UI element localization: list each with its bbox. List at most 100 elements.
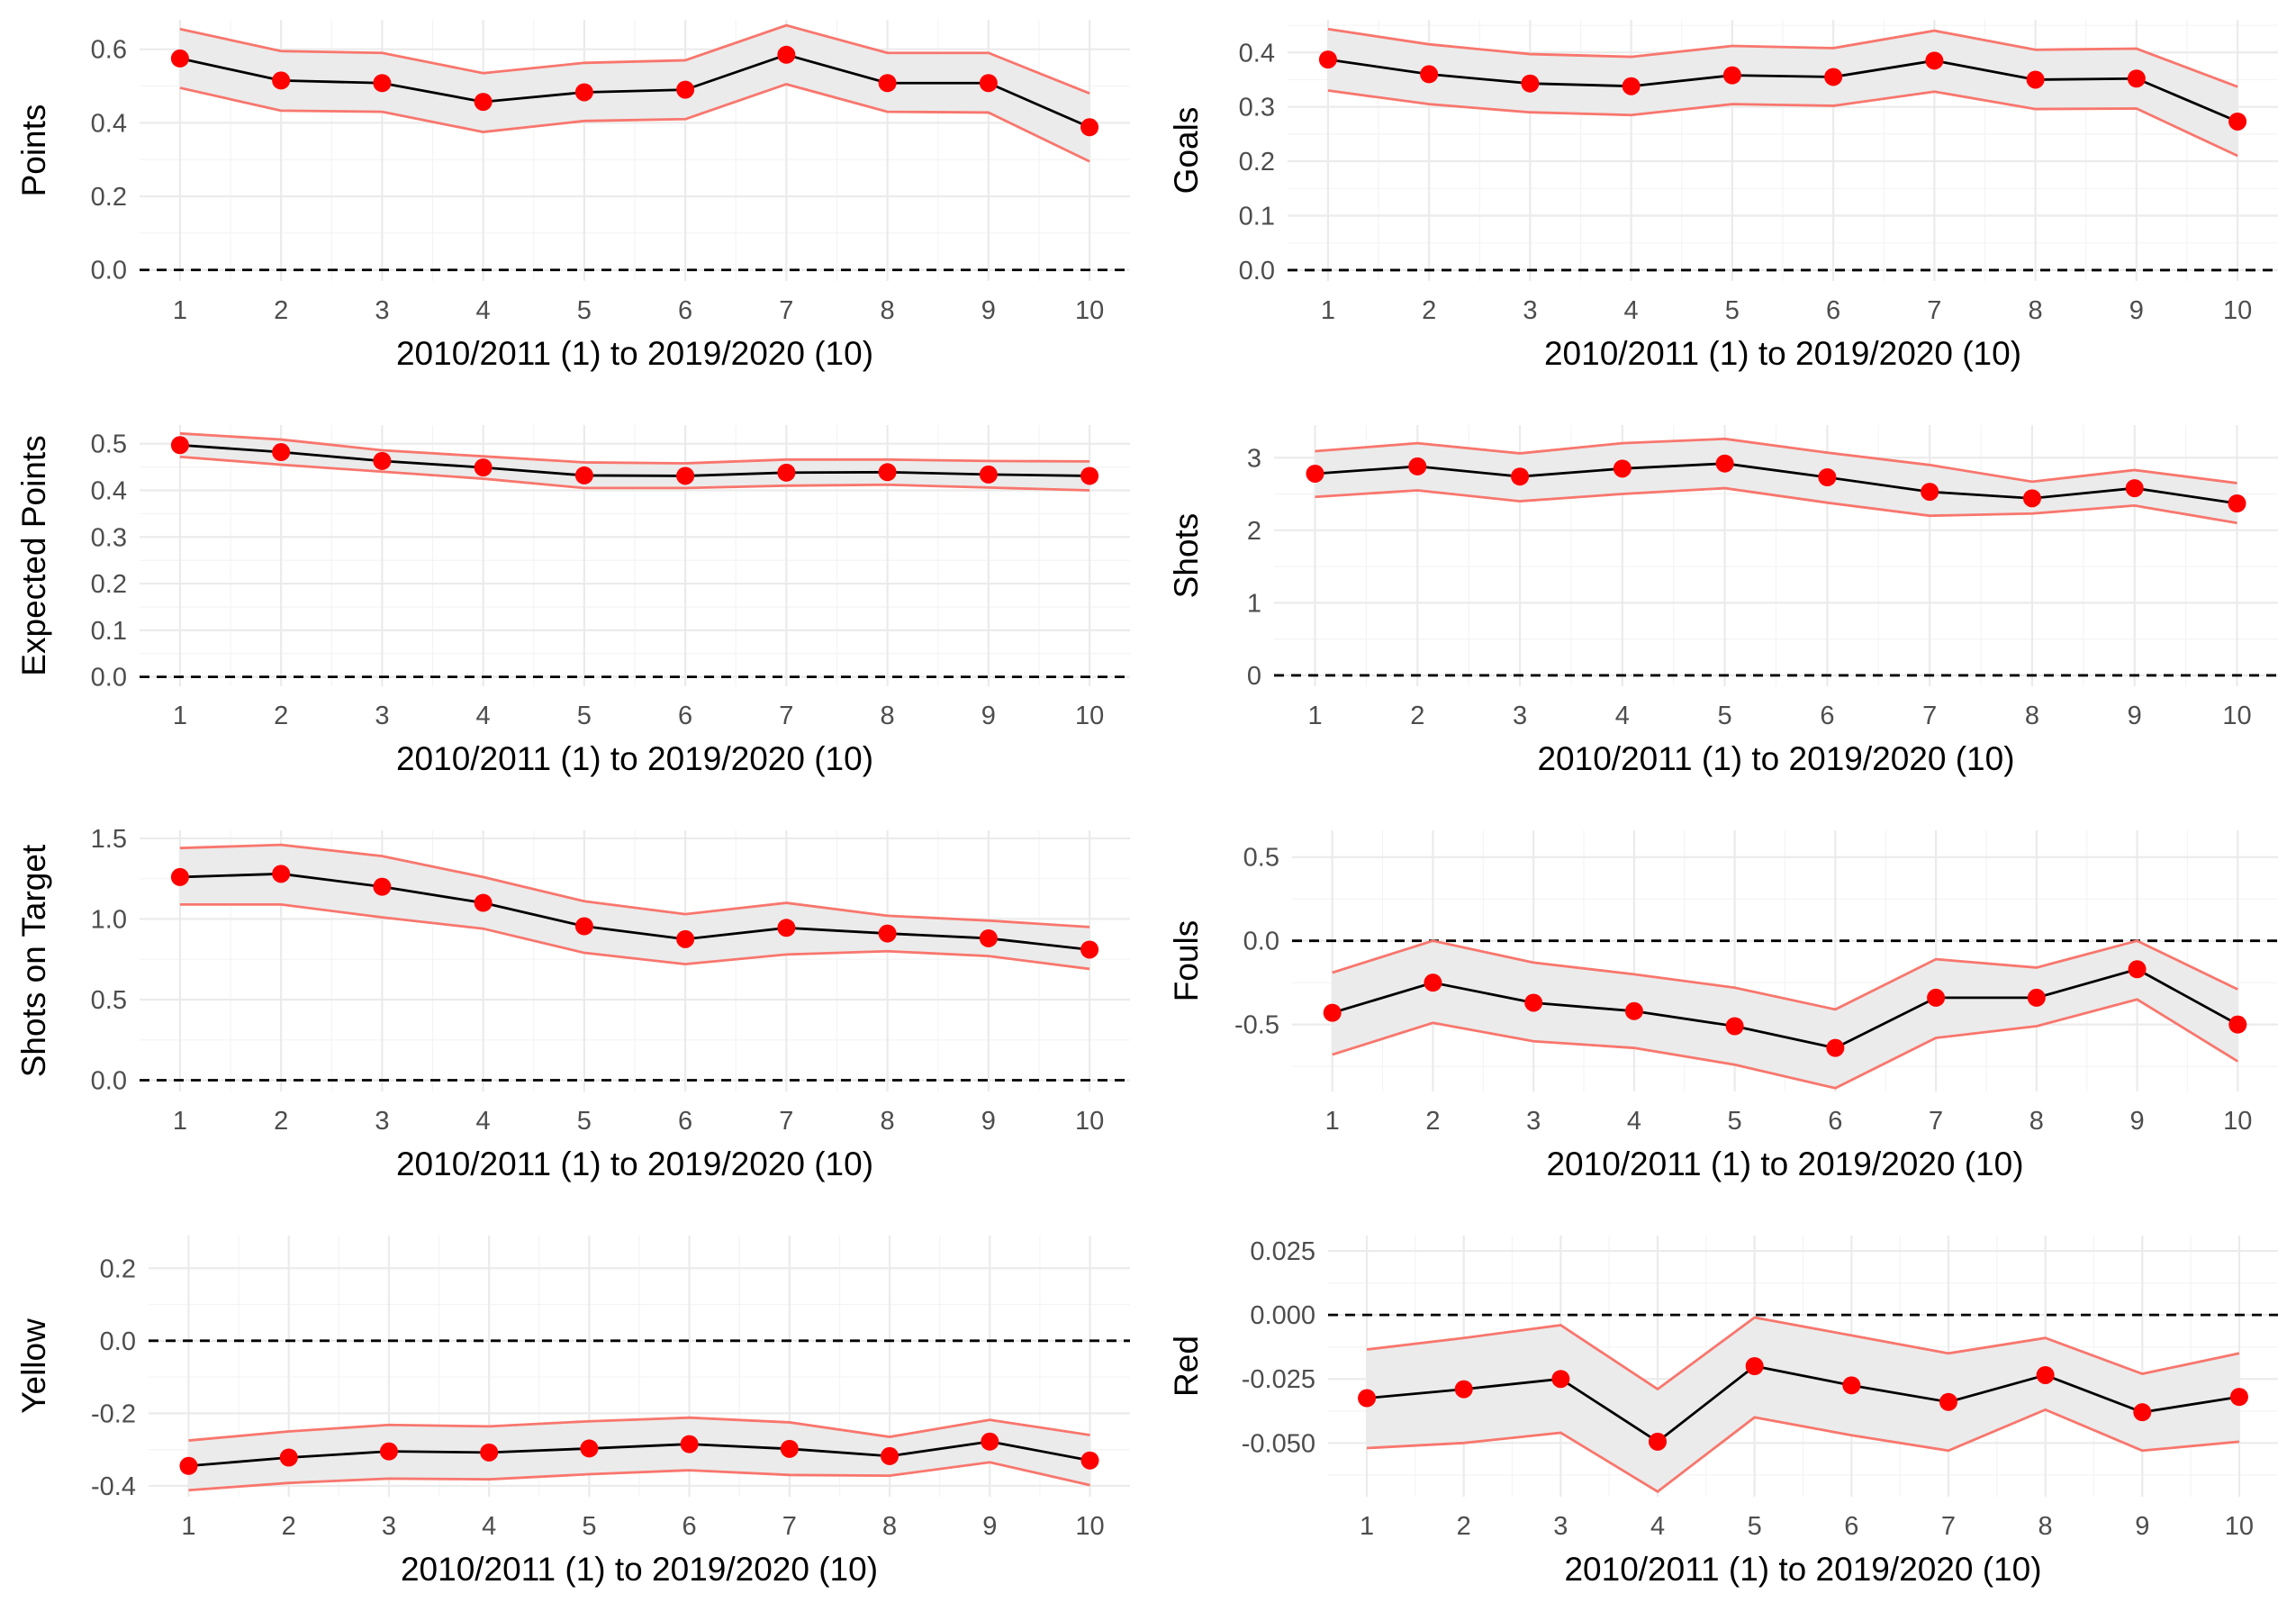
x-tick-label: 7	[782, 1512, 797, 1541]
data-point	[1842, 1376, 1861, 1395]
lower-bound-line	[179, 902, 1090, 971]
y-tick-label: 0.2	[91, 570, 127, 599]
data-point	[1511, 467, 1530, 486]
panel-points: 0.0 0.2 0.4 0.6 1 2 3 4 5 6 7 8 9 10 2010/2011 (1) to …	[0, 0, 1148, 405]
data-point	[272, 71, 291, 90]
x-tick-label: 4	[1627, 1107, 1641, 1136]
estimate-line	[179, 53, 1090, 129]
x-tick-label: 5	[582, 1512, 596, 1541]
x-tick-label: 9	[2130, 1107, 2145, 1136]
x-tick-label: 3	[1523, 296, 1537, 325]
lower-bound-line	[179, 83, 1090, 163]
data-point	[878, 463, 897, 482]
data-point	[979, 74, 998, 93]
x-tick-label: 8	[881, 1107, 895, 1136]
y-axis-title: Yellow	[15, 1318, 52, 1414]
y-tick-label: -0.025	[1242, 1365, 1315, 1394]
data-point	[676, 929, 695, 948]
x-tick-label: 7	[1927, 296, 1941, 325]
y-tick-label: 0.0	[1243, 928, 1279, 956]
x-tick-label: 2	[1410, 702, 1424, 730]
x-tick-label: 1	[1307, 702, 1322, 730]
data-point	[2027, 988, 2046, 1007]
y-axis-title: Shots	[1168, 513, 1205, 599]
x-tick-label: 8	[2029, 1107, 2044, 1136]
data-point	[373, 451, 392, 470]
x-tick-label: 3	[375, 296, 389, 325]
data-point	[1725, 1017, 1744, 1036]
x-tick-label: 4	[1624, 296, 1639, 325]
y-tick-label: 3	[1247, 444, 1261, 473]
upper-bound-line	[179, 23, 1090, 95]
x-tick-label: 4	[482, 1512, 496, 1541]
confidence-band	[179, 433, 1090, 491]
x-tick-label: 8	[882, 1512, 897, 1541]
data-point	[170, 867, 189, 886]
data-point	[1323, 1003, 1342, 1022]
data-point	[2125, 479, 2144, 498]
data-point	[580, 1439, 599, 1458]
confidence-band	[188, 1417, 1090, 1490]
y-tick-label: 0.5	[91, 430, 127, 459]
x-tick-label: 7	[1941, 1512, 1956, 1541]
estimate-line	[1332, 967, 2238, 1050]
data-point	[1521, 74, 1540, 93]
data-point	[1624, 1001, 1643, 1020]
y-tick-label: 1	[1247, 589, 1261, 618]
x-tick-label: 6	[1844, 1512, 1858, 1541]
data-point	[979, 928, 998, 947]
upper-bound-line	[1327, 27, 2238, 88]
x-tick-label: 2	[274, 296, 288, 325]
data-point	[1358, 1389, 1377, 1408]
x-tick-label: 4	[1615, 702, 1630, 730]
data-point	[981, 1432, 999, 1451]
data-point	[878, 74, 897, 93]
x-tick-label: 10	[2222, 702, 2251, 730]
x-tick-label: 3	[1553, 1512, 1568, 1541]
y-tick-label: 1.5	[91, 825, 127, 854]
estimate-line	[188, 1440, 1090, 1468]
chart-svg: 0.0 0.2 0.4 0.6 1 2 3 4 5 6 7 8 9 10 2010/2011 (1) to …	[15, 20, 1130, 372]
x-axis-title: 2010/2011 (1) to 2019/2020 (10)	[1564, 1551, 2041, 1588]
data-point	[1080, 1451, 1099, 1470]
confidence-band	[1327, 29, 2238, 157]
x-tick-label: 7	[1922, 702, 1937, 730]
data-point	[1921, 483, 1939, 502]
x-tick-label: 9	[2129, 296, 2144, 325]
data-point	[1925, 51, 1944, 70]
data-point	[474, 458, 493, 477]
x-tick-label: 8	[2029, 296, 2043, 325]
x-tick-label: 4	[476, 296, 491, 325]
data-point	[2036, 1365, 2055, 1384]
data-point	[1939, 1392, 1957, 1411]
data-point	[2127, 69, 2146, 88]
x-tick-label: 7	[1929, 1107, 1943, 1136]
data-point	[1080, 940, 1099, 959]
x-tick-label: 8	[881, 296, 895, 325]
y-axis-title: Red	[1168, 1336, 1205, 1397]
data-point	[574, 83, 593, 102]
panel-yellow: -0.4 -0.2 0.0 0.2 1 2 3 4 5 6 7 8 9 10 2010/2011 (1) t…	[0, 1216, 1148, 1621]
x-tick-label: 9	[2135, 1512, 2149, 1541]
x-tick-label: 9	[981, 702, 996, 730]
data-point	[1551, 1370, 1570, 1389]
x-tick-label: 3	[375, 702, 389, 730]
panel-red: -0.050 -0.025 0.000 0.025 1 2 3 4 5 6 7 8 9 10 2010/20…	[1148, 1216, 2296, 1621]
data-point	[780, 1439, 799, 1458]
data-point	[170, 49, 189, 68]
data-point	[878, 924, 897, 943]
data-point	[1622, 77, 1641, 95]
x-tick-label: 4	[476, 1107, 491, 1136]
x-tick-label: 6	[1826, 296, 1840, 325]
x-axis-title: 2010/2011 (1) to 2019/2020 (10)	[401, 1551, 878, 1588]
chart-svg: -0.5 0.0 0.5 1 2 3 4 5 6 7 8 9 10 2010/2011 (1) to 20…	[1168, 830, 2278, 1182]
data-point	[680, 1435, 699, 1453]
x-tick-label: 8	[2038, 1512, 2053, 1541]
x-axis-title: 2010/2011 (1) to 2019/2020 (10)	[1546, 1146, 2023, 1182]
x-tick-label: 6	[678, 702, 692, 730]
lower-bound-line	[1327, 89, 2238, 158]
data-point	[777, 919, 796, 937]
x-tick-label: 1	[173, 296, 187, 325]
data-point	[1613, 459, 1632, 478]
x-tick-label: 7	[779, 296, 793, 325]
